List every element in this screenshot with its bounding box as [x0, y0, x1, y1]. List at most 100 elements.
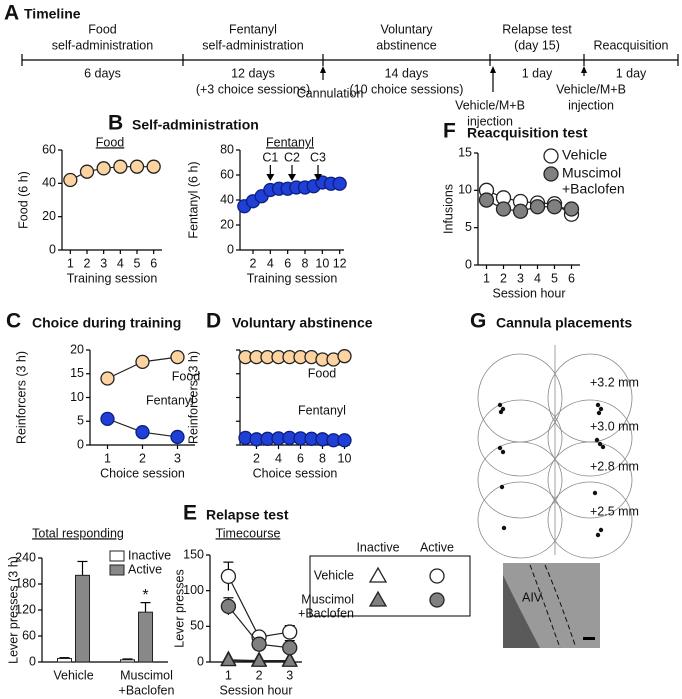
y-tick-label: 15 [458, 145, 472, 159]
data-point [220, 568, 237, 585]
phase-duration: 1 day [522, 66, 553, 80]
x-tick-label: 4 [267, 256, 274, 270]
phase-name: Food [88, 22, 117, 36]
data-point [251, 636, 267, 652]
event-label: injection [467, 114, 513, 128]
legend-marker [368, 566, 388, 583]
x-axis-label: Session hour [493, 286, 566, 300]
x-tick-label: 2 [139, 451, 146, 465]
y-axis-label: Fentanyl (6 h) [186, 161, 200, 238]
region-outline [529, 564, 576, 649]
data-point [250, 651, 268, 667]
panel-label: F [443, 120, 456, 143]
x-tick-label: 4 [275, 451, 282, 465]
data-point [220, 651, 237, 667]
panel-title: Self-administration [132, 117, 259, 133]
y-tick-label: 150 [183, 547, 204, 561]
annotation-arrowhead [314, 174, 322, 181]
scale-bar [583, 637, 595, 640]
data-point [546, 199, 563, 215]
legend-marker [429, 592, 445, 608]
data-point [563, 201, 580, 217]
y-tick-label: 20 [42, 209, 56, 223]
chart-title: Food [96, 135, 125, 149]
phase-duration: 12 days [231, 66, 275, 80]
x-tick-label: 8 [302, 256, 309, 270]
y-axis-label: Reinforcers (3 h) [14, 351, 28, 444]
data-point [220, 598, 237, 615]
phase-name: Voluntary [380, 22, 433, 36]
level-label: +2.8 mm [590, 459, 639, 473]
y-tick-label: 80 [220, 142, 234, 156]
annotation: * [142, 587, 148, 604]
panel-title: Choice during training [32, 315, 181, 331]
x-tick-label: 3 [174, 451, 181, 465]
bar [75, 574, 90, 663]
x-tick-label: 5 [134, 256, 141, 270]
y-tick-label: 5 [465, 220, 472, 234]
data-point [529, 199, 546, 215]
y-tick-label: 180 [15, 576, 36, 590]
x-axis-label: Choice session [100, 466, 185, 480]
phase-name: Fentanyl [229, 22, 277, 36]
level-label: +3.2 mm [590, 375, 639, 389]
data-point [281, 651, 298, 667]
panel-title: Cannula placements [496, 315, 632, 331]
x-tick-label: 2 [84, 256, 91, 270]
y-tick-label: 60 [220, 167, 234, 181]
event-label: injection [568, 98, 614, 112]
x-tick-label: 4 [117, 256, 124, 270]
data-point [337, 433, 352, 448]
legend-box [309, 555, 471, 617]
series-label: Food [308, 366, 337, 380]
bar [57, 658, 72, 663]
legend-label: Vehicle [314, 568, 354, 582]
phase-name: Relapse test [502, 22, 572, 36]
phase-duration: 1 day [616, 66, 647, 80]
y-axis-label: Infusions [441, 184, 455, 234]
legend-label: Vehicle [562, 147, 607, 163]
legend-label: +Baclofen [562, 181, 625, 197]
event-label: Vehicle/M+B [455, 98, 525, 112]
y-axis-label: Reinforcers (3 h) [186, 351, 200, 444]
data-point [337, 349, 352, 364]
panel-title: Reacquisition test [467, 125, 588, 141]
x-tick-label: 6 [284, 256, 291, 270]
cannula-sections [477, 345, 633, 559]
data-point [113, 159, 128, 174]
phase-duration: 6 days [84, 66, 121, 80]
legend-marker [368, 590, 388, 607]
bar [120, 659, 135, 663]
y-tick-label: 40 [42, 176, 56, 190]
phase-name: abstinence [376, 38, 437, 52]
phase-name: (day 15) [514, 38, 560, 52]
panel-label: E [183, 502, 197, 525]
y-tick-label: 240 [15, 550, 36, 564]
x-tick-label: 2 [253, 451, 260, 465]
y-tick-label: 40 [220, 192, 234, 206]
y-tick-label: 120 [15, 602, 36, 616]
y-tick-label: 20 [220, 217, 234, 231]
x-tick-label: 5 [551, 271, 558, 285]
chart-title: Total responding [32, 526, 124, 540]
y-tick-label: 0 [465, 257, 472, 271]
y-tick-label: 60 [42, 142, 56, 156]
x-tick-label: 4 [534, 271, 541, 285]
panel-label: A [4, 2, 19, 25]
series-label: Fentanyl [298, 403, 346, 417]
y-tick-label: 0 [197, 654, 204, 668]
region-label: AIV [522, 590, 543, 604]
x-tick-label: 2 [500, 271, 507, 285]
data-point [79, 164, 95, 179]
y-tick-label: 0 [29, 654, 36, 668]
x-axis-label: Choice session [253, 466, 338, 480]
x-tick-label: 12 [333, 256, 347, 270]
x-tick-label: 10 [315, 256, 329, 270]
data-point [135, 425, 150, 440]
y-tick-label: 10 [458, 183, 472, 197]
data-point [96, 161, 111, 176]
annotation-arrowhead [288, 174, 296, 181]
phase-duration: (10 choice sessions) [350, 82, 464, 96]
y-tick-label: 100 [183, 583, 204, 597]
